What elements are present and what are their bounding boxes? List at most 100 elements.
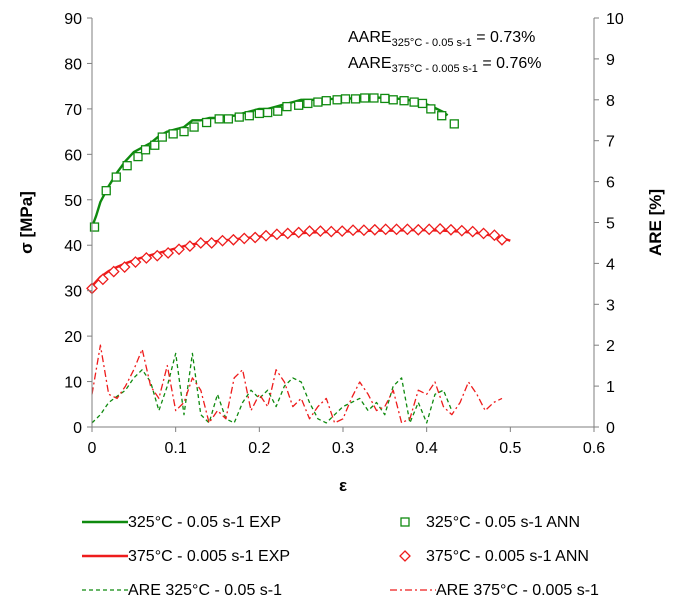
series-marker-2 xyxy=(426,104,436,114)
y-tick-label-left: 40 xyxy=(64,238,82,255)
y-tick-label-right: 10 xyxy=(606,11,624,28)
legend-label: 325°C - 0.05 s-1 ANN xyxy=(426,514,580,531)
series-marker-2 xyxy=(223,114,234,124)
series-marker-4 xyxy=(379,223,392,236)
series-4 xyxy=(86,222,508,295)
series-marker-2 xyxy=(369,93,379,103)
series-marker-2 xyxy=(321,96,331,106)
legend-entry-4: 375°C - 0.005 s-1 ANN xyxy=(399,548,589,565)
series-marker-4 xyxy=(325,225,338,238)
y-tick-label-right: 5 xyxy=(606,216,615,233)
series-marker-4 xyxy=(496,233,508,246)
series-marker-4 xyxy=(488,229,501,242)
series-marker-2 xyxy=(140,145,151,155)
series-marker-2 xyxy=(189,122,199,132)
y-tick-label-right: 0 xyxy=(606,420,615,437)
legend-label: ARE 375°C - 0.005 s-1 xyxy=(436,582,599,599)
series-marker-4 xyxy=(412,223,425,236)
series-2 xyxy=(89,93,459,232)
series-marker-4 xyxy=(368,223,381,236)
x-tick-label: 0.6 xyxy=(583,440,605,457)
series-5 xyxy=(91,352,453,424)
legend-label: 375°C - 0.005 s-1 EXP xyxy=(128,548,290,565)
y-tick-label-left: 50 xyxy=(64,193,82,210)
series-marker-2 xyxy=(168,129,178,139)
legend-entry-6: ARE 375°C - 0.005 s-1 xyxy=(390,582,599,599)
series-marker-2 xyxy=(340,94,351,104)
series-marker-2 xyxy=(350,94,361,104)
series-marker-2 xyxy=(179,126,189,137)
aare-annotation: AARE325°C - 0.05 s-1 = 0.73% xyxy=(348,29,535,49)
series-marker-2 xyxy=(294,100,304,110)
y-tick-label-right: 4 xyxy=(606,256,615,273)
x-tick-label: 0 xyxy=(88,440,97,457)
series-marker-2 xyxy=(388,95,398,105)
series-marker-4 xyxy=(238,232,251,245)
annotations: AARE325°C - 0.05 s-1 = 0.73%AARE375°C - … xyxy=(348,29,542,75)
y-axis-right-title: ARE [%] xyxy=(646,189,665,256)
series-marker-4 xyxy=(401,223,414,236)
aare-main: AARE xyxy=(348,29,392,46)
series-marker-4 xyxy=(107,265,120,278)
series-marker-4 xyxy=(347,224,359,237)
series-marker-2 xyxy=(449,119,459,129)
series-marker-4 xyxy=(118,261,131,273)
y-tick-label-right: 7 xyxy=(606,134,615,151)
x-tick-label: 0.2 xyxy=(248,440,270,457)
aare-value: = 0.73% xyxy=(472,29,536,46)
series-marker-2 xyxy=(263,107,273,118)
series-marker-2 xyxy=(122,161,132,171)
y-tick-label-right: 8 xyxy=(606,93,615,110)
y-tick-label-left: 70 xyxy=(64,102,82,119)
y-tick-label-right: 9 xyxy=(606,52,615,69)
series-marker-2 xyxy=(111,172,121,182)
series-marker-4 xyxy=(357,224,370,237)
legend-swatch xyxy=(399,550,411,562)
aare-subscript: 325°C - 0.05 s-1 xyxy=(392,37,472,49)
series-marker-2 xyxy=(234,112,244,122)
y-axis-left-title: σ [MPa] xyxy=(17,191,36,254)
y-tick-label-left: 80 xyxy=(64,56,82,73)
legend-swatch xyxy=(400,517,410,527)
series-marker-4 xyxy=(227,233,240,246)
series-marker-2 xyxy=(89,222,100,232)
series-marker-4 xyxy=(249,231,262,244)
axes: 0 0.1 0.2 0.3 0.4 0.5 0.6010203040506070809001… xyxy=(17,11,665,495)
series-marker-2 xyxy=(360,93,370,103)
series-marker-4 xyxy=(183,240,196,253)
y-tick-label-left: 20 xyxy=(64,329,82,346)
aare-subscript: 375°C - 0.005 s-1 xyxy=(392,63,478,75)
aare-annotation: AARE375°C - 0.005 s-1 = 0.76% xyxy=(348,55,542,75)
series-marker-4 xyxy=(140,252,153,264)
series-line-6 xyxy=(91,344,503,424)
series-marker-4 xyxy=(466,225,479,238)
series-marker-4 xyxy=(216,234,229,247)
legend-entry-5: ARE 325°C - 0.05 s-1 xyxy=(82,582,282,599)
series-marker-4 xyxy=(260,229,272,242)
series-marker-4 xyxy=(205,237,218,249)
series-marker-2 xyxy=(313,97,323,107)
legend-entry-2: 325°C - 0.05 s-1 ANN xyxy=(400,514,580,531)
plot-area xyxy=(86,93,511,424)
series-marker-2 xyxy=(150,140,160,150)
series-marker-4 xyxy=(434,222,446,235)
series-marker-2 xyxy=(214,114,224,124)
y-tick-label-right: 2 xyxy=(606,338,615,355)
legend-label: 375°C - 0.005 s-1 ANN xyxy=(426,548,589,565)
x-tick-label: 0.1 xyxy=(165,440,187,457)
series-marker-4 xyxy=(96,273,109,286)
series-marker-4 xyxy=(292,226,305,239)
legend-label: 325°C - 0.05 s-1 EXP xyxy=(128,514,281,531)
series-marker-2 xyxy=(244,111,254,121)
series-marker-2 xyxy=(157,132,167,142)
series-marker-4 xyxy=(445,223,457,236)
series-marker-4 xyxy=(390,223,403,236)
series-marker-4 xyxy=(173,243,185,256)
series-marker-2 xyxy=(380,93,390,104)
series-marker-4 xyxy=(314,225,327,238)
y-tick-label-left: 30 xyxy=(64,284,82,301)
series-marker-2 xyxy=(437,111,447,121)
series-marker-2 xyxy=(101,186,111,196)
x-axis-title: ε xyxy=(339,476,347,495)
